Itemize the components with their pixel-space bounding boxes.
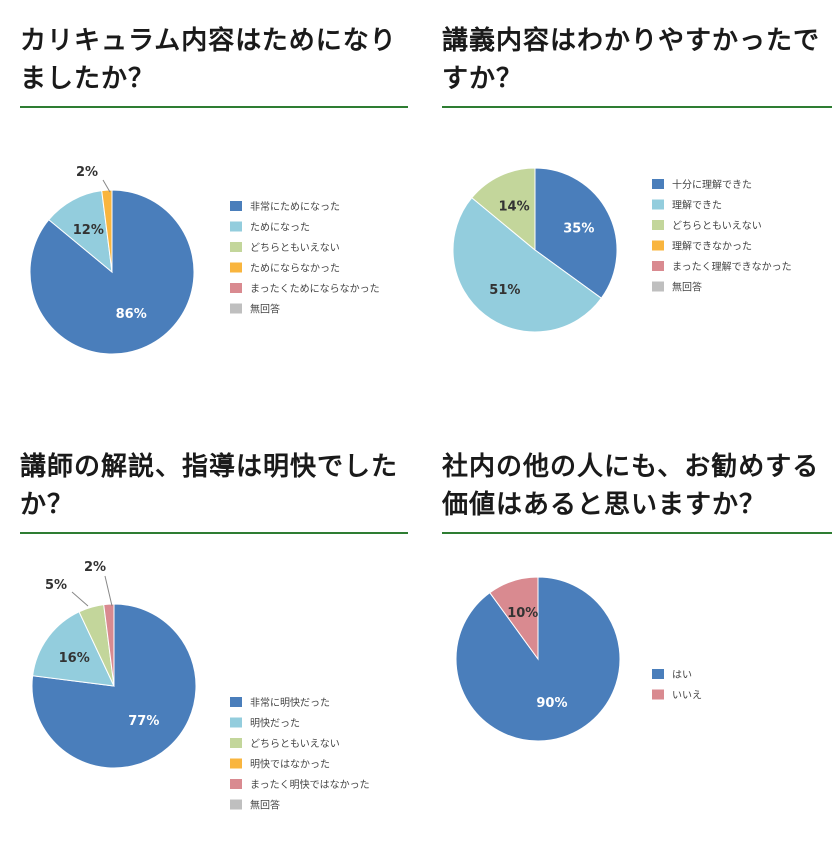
legend-label-0: 非常に明快だった — [250, 696, 330, 709]
chart-title: 社内の他の人にも、お勧めする価値はあると思いますか？ — [442, 452, 820, 520]
legend-swatch-0 — [230, 697, 242, 707]
legend-label-3: 明快ではなかった — [250, 759, 330, 771]
legend-swatch-2 — [652, 220, 664, 230]
legend-label-5: 無回答 — [250, 799, 280, 812]
legend-label-0: 非常にためになった — [250, 200, 340, 213]
legend-swatch-4 — [652, 261, 664, 271]
legend-label-4: まったく理解できなかった — [672, 260, 792, 273]
legend-swatch-3 — [652, 240, 664, 251]
slice-label-0: 77% — [128, 714, 159, 729]
slice-label-0: 86% — [116, 307, 147, 322]
legend-swatch-3 — [230, 758, 242, 769]
pie-slice-0 — [534, 167, 618, 299]
slice-label-1: 51% — [489, 283, 520, 298]
legend-swatch-0 — [652, 669, 664, 679]
legend-label-1: 理解できた — [672, 199, 722, 212]
pie-slice-2 — [471, 167, 536, 252]
legend-label-4: まったく明快ではなかった — [250, 779, 370, 791]
slice-label-3: 2% — [76, 165, 98, 180]
slice-label-0: 35% — [563, 222, 594, 237]
legend-swatch-1 — [230, 221, 242, 232]
slice-label-0: 90% — [536, 696, 567, 711]
legend-label-2: どちらともいえない — [672, 220, 762, 232]
title-divider — [442, 532, 832, 534]
legend-label-0: はい — [672, 669, 692, 681]
pie-slice-4 — [103, 603, 115, 687]
legend-swatch-4 — [230, 779, 242, 789]
legend-label-0: 十分に理解できた — [672, 178, 752, 191]
legend-label-1: ためになった — [250, 222, 310, 234]
chart-panel-instructor: 講師の解説、指導は明快でしたか？ 77% 16% 5% 2% 非常に明快だった 明快だった… — [20, 448, 420, 848]
legend-label-3: 理解できなかった — [672, 240, 752, 253]
legend-swatch-5 — [230, 303, 242, 314]
legend-label-1: いいえ — [672, 690, 702, 702]
chart-panel-curriculum: カリキュラム内容はためになりましたか？ 86% 12% 2% 非常にためになった ために… — [20, 22, 420, 422]
legend-label-5: 無回答 — [672, 281, 702, 294]
leader-line-3 — [102, 179, 111, 193]
legend-label-2: どちらともいえない — [250, 242, 340, 254]
chart-panel-lecture: 講義内容はわかりやすかったですか？ 35% 51% 14% 十分に理解できた 理解できた… — [442, 22, 840, 422]
chart-title: 講師の解説、指導は明快でしたか？ — [20, 452, 399, 520]
legend-swatch-5 — [230, 799, 242, 810]
legend-swatch-1 — [652, 689, 664, 700]
chart-title: 講義内容はわかりやすかったですか？ — [442, 26, 821, 94]
legend-label-1: 明快だった — [250, 718, 300, 730]
leader-line-2 — [71, 591, 89, 607]
legend-label-2: どちらともいえない — [250, 738, 340, 750]
pie-slice-1 — [489, 576, 539, 661]
chart-panel-recommend: 社内の他の人にも、お勧めする価値はあると思いますか？ 90% 10% はいいいえ — [442, 448, 840, 848]
slice-label-1: 16% — [59, 651, 90, 666]
legend-label-5: 無回答 — [250, 303, 280, 316]
legend-label-3: ためにならなかった — [250, 263, 340, 275]
slice-label-4: 2% — [84, 560, 106, 575]
slice-label-2: 5% — [45, 578, 67, 593]
pie-slice-3 — [101, 189, 113, 273]
pie-chart-curriculum: 86% 12% 2% 非常にためになったためになったどちらともいえないためにならなかっ… — [29, 165, 380, 355]
legend-swatch-0 — [652, 179, 664, 189]
title-divider — [20, 532, 408, 534]
legend-label-4: まったくためにならなかった — [250, 283, 380, 295]
pie-slice-1 — [32, 611, 115, 687]
legend-swatch-1 — [652, 199, 664, 210]
slice-label-1: 10% — [507, 606, 538, 621]
legend-swatch-2 — [230, 738, 242, 748]
pie-slice-1 — [48, 190, 113, 274]
pie-chart-instructor: 77% 16% 5% 2% 非常に明快だった明快だったどちらともいえない明快ではなかった… — [31, 560, 370, 812]
slice-label-2: 14% — [498, 199, 529, 214]
slice-label-1: 12% — [73, 223, 104, 238]
leader-line-4 — [104, 575, 113, 607]
legend-swatch-2 — [230, 242, 242, 252]
title-divider — [442, 106, 832, 108]
chart-title: カリキュラム内容はためになりましたか？ — [20, 26, 397, 94]
title-divider — [20, 106, 408, 108]
pie-slice-1 — [452, 197, 603, 333]
legend-swatch-0 — [230, 201, 242, 211]
pie-chart-lecture: 35% 51% 14% 十分に理解できた理解できたどちらともいえない理解できなかったま… — [452, 167, 792, 333]
legend-swatch-4 — [230, 283, 242, 293]
legend-swatch-3 — [230, 262, 242, 273]
legend-swatch-5 — [652, 281, 664, 292]
legend-swatch-1 — [230, 717, 242, 728]
